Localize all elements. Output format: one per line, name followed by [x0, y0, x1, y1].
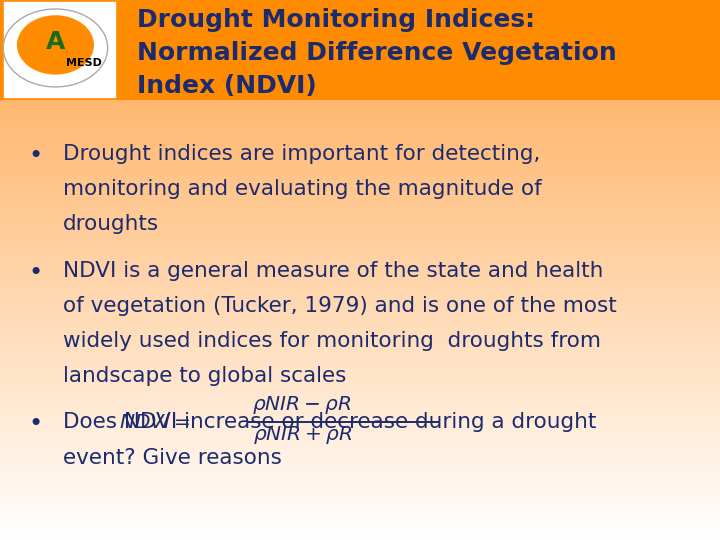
Text: Does NDVI increase or decrease during a drought: Does NDVI increase or decrease during a … — [63, 413, 597, 433]
Text: •: • — [29, 413, 43, 436]
Text: Index (NDVI): Index (NDVI) — [137, 74, 317, 98]
Text: monitoring and evaluating the magnitude of: monitoring and evaluating the magnitude … — [63, 179, 542, 199]
Text: landscape to global scales: landscape to global scales — [63, 366, 347, 386]
Text: Normalized Difference Vegetation: Normalized Difference Vegetation — [137, 41, 616, 65]
Text: MESD: MESD — [66, 58, 102, 68]
Text: $\rho NIR + \rho R$: $\rho NIR + \rho R$ — [253, 424, 353, 446]
Ellipse shape — [17, 16, 94, 74]
Text: of vegetation (Tucker, 1979) and is one of the most: of vegetation (Tucker, 1979) and is one … — [63, 296, 617, 316]
Text: event? Give reasons: event? Give reasons — [63, 448, 282, 468]
Text: droughts: droughts — [63, 214, 160, 234]
Text: $NDVI =$: $NDVI =$ — [119, 413, 190, 431]
Text: widely used indices for monitoring  droughts from: widely used indices for monitoring droug… — [63, 331, 601, 351]
FancyBboxPatch shape — [4, 3, 115, 97]
Text: Drought Monitoring Indices:: Drought Monitoring Indices: — [137, 8, 535, 32]
Text: •: • — [29, 144, 43, 168]
Text: Drought indices are important for detecting,: Drought indices are important for detect… — [63, 144, 541, 164]
Text: $\rho NIR - \rho R$: $\rho NIR - \rho R$ — [252, 394, 351, 416]
Text: •: • — [29, 260, 43, 285]
Text: A: A — [46, 30, 65, 54]
Text: NDVI is a general measure of the state and health: NDVI is a general measure of the state a… — [63, 260, 604, 281]
